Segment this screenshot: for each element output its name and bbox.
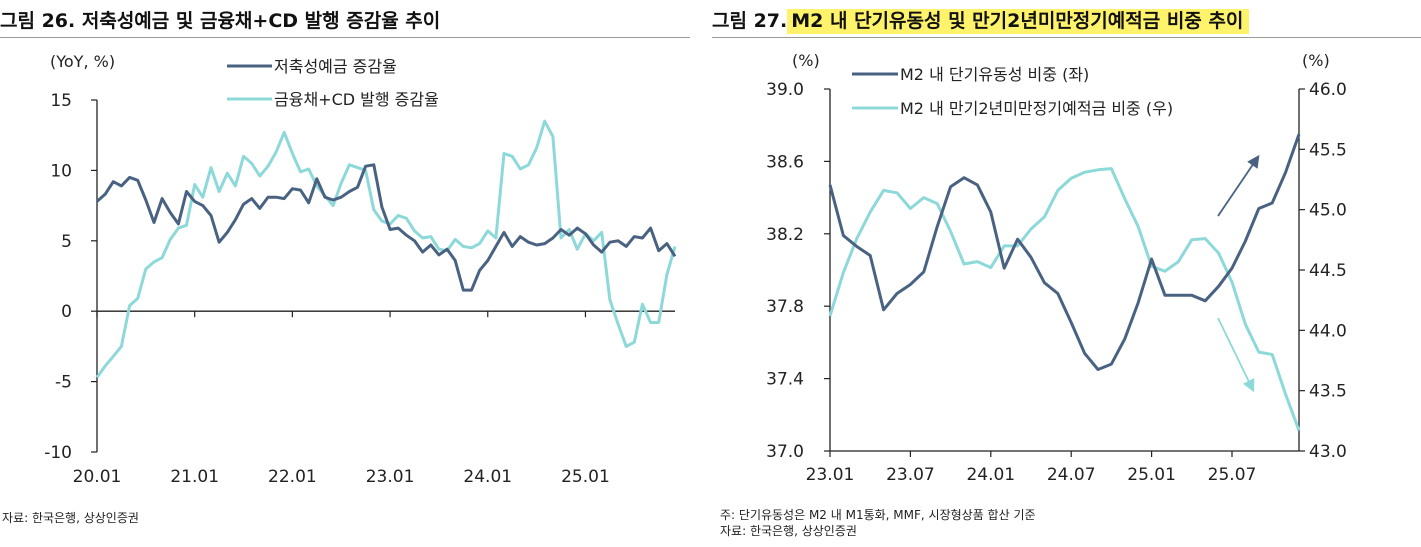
left-y-tick-label: -10 <box>44 443 72 463</box>
left-figure-title-text: 저축성예금 및 금융채+CD 발행 증감율 추이 <box>81 10 441 32</box>
left-legend-label: 금융채+CD 발행 증감율 <box>274 90 439 109</box>
right-series-short-term-liquidity-share-line <box>828 133 1301 371</box>
right-chart-left-tick-label: 37.0 <box>766 442 804 462</box>
left-series-bank-debenture-cd-growth-line <box>95 119 677 379</box>
right-figure: 그림 27. M2 내 단기유동성 및 만기2년미만정기예적금 비중 추이 37.… <box>712 0 1421 547</box>
rising-trend-arrow <box>1217 154 1260 217</box>
right-chart-right-tick-label: 45.5 <box>1309 140 1347 160</box>
left-x-tick-label: 24.01 <box>463 467 512 487</box>
left-series-deposit-growth-line <box>96 163 677 292</box>
left-line-chart: -10 -5 0 5 10 15 20.01 21.01 22.01 23.01 24.01 25.0… <box>44 52 677 487</box>
left-unit-label: (YoY, %) <box>50 52 115 71</box>
right-chart-left-tick-label: 37.4 <box>766 370 804 390</box>
left-source: 자료: 한국은행, 상상인증권 <box>2 511 139 525</box>
left-figure-title: 그림 26. 저축성예금 및 금융채+CD 발행 증감율 추이 <box>0 6 440 36</box>
right-chart-right-tick-label: 44.5 <box>1309 261 1347 281</box>
right-chart-right-tick-label: 43.5 <box>1309 382 1347 402</box>
left-figure: 그림 26. 저축성예금 및 금융채+CD 발행 증감율 추이 -10 -5 0 5 1… <box>0 0 690 547</box>
right-chart-x-tick-label: 24.07 <box>1047 465 1096 485</box>
right-note: 주: 단기유동성은 M2 내 M1통화, MMF, 시장형상품 합산 기준 <box>720 508 1036 522</box>
left-y-tick-label: 5 <box>61 232 72 252</box>
left-x-tick-label: 23.01 <box>366 467 415 487</box>
right-legend-label: M2 내 만기2년미만정기예적금 비중 (우) <box>900 99 1173 118</box>
right-title-divider <box>712 37 1421 38</box>
right-chart-x-tick-label: 25.07 <box>1208 465 1257 485</box>
right-figure-title: 그림 27. M2 내 단기유동성 및 만기2년미만정기예적금 비중 추이 <box>712 6 1250 36</box>
right-figure-title-text: M2 내 단기유동성 및 만기2년미만정기예적금 비중 추이 <box>787 9 1250 34</box>
left-legend-label: 저축성예금 증감율 <box>274 57 397 76</box>
right-source: 자료: 한국은행, 상상인증권 <box>720 524 857 538</box>
left-x-tick-label: 21.01 <box>170 467 219 487</box>
right-chart-left-tick-label: 37.8 <box>766 297 804 317</box>
right-chart-right-tick-label: 43.0 <box>1309 442 1347 462</box>
falling-trend-arrow <box>1217 317 1255 393</box>
right-legend-label: M2 내 단기유동성 비중 (좌) <box>900 65 1089 84</box>
left-x-tick-label: 20.01 <box>73 467 122 487</box>
right-chart-x-tick-label: 25.01 <box>1127 465 1176 485</box>
right-chart-x-tick-label: 23.07 <box>886 465 935 485</box>
left-y-tick-label: 15 <box>50 91 72 111</box>
left-x-tick-label: 25.01 <box>561 467 610 487</box>
left-y-tick-label: 10 <box>50 161 72 181</box>
right-chart-x-tick-label: 23.01 <box>806 465 855 485</box>
right-series-time-deposit-share-line <box>828 167 1301 432</box>
left-y-tick-label: 0 <box>61 302 72 322</box>
right-figure-number: 그림 27. <box>712 10 788 32</box>
left-figure-number: 그림 26. <box>0 10 76 32</box>
right-chart-left-tick-label: 39.0 <box>766 80 804 100</box>
right-dual-axis-line-chart: 37.0 37.4 37.8 38.2 38.6 39.0 43.0 43.5 44.0 44.5… <box>766 51 1347 485</box>
left-x-tick-label: 22.01 <box>268 467 317 487</box>
right-chart-x-tick-label: 24.01 <box>966 465 1015 485</box>
right-chart-right-tick-label: 45.0 <box>1309 201 1347 221</box>
left-y-tick-label: -5 <box>55 373 72 393</box>
right-chart-left-tick-label: 38.2 <box>766 225 804 245</box>
right-chart-left-tick-label: 38.6 <box>766 152 804 172</box>
right-chart-right-tick-label: 46.0 <box>1309 80 1347 100</box>
left-title-divider <box>0 37 690 38</box>
right-chart-right-tick-label: 44.0 <box>1309 321 1347 341</box>
right-chart-left-unit-label: (%) <box>792 51 820 70</box>
right-chart-right-unit-label: (%) <box>1302 51 1330 70</box>
